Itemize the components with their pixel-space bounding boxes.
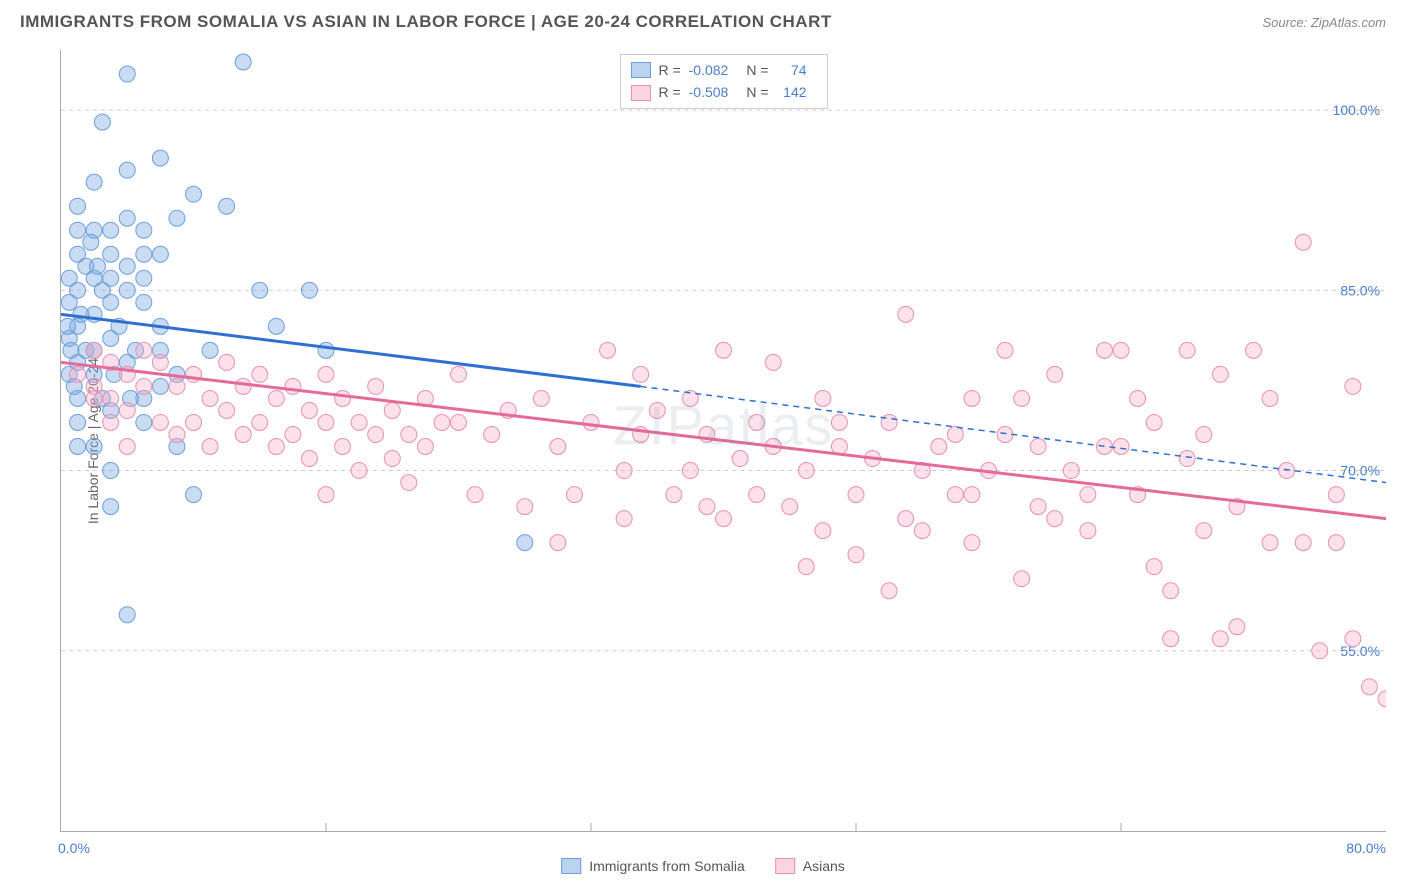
r-value: -0.508 — [689, 81, 729, 103]
legend-swatch — [630, 85, 650, 101]
n-label: N = — [746, 59, 768, 81]
legend-series: Immigrants from Somalia Asians — [561, 858, 845, 874]
legend-stat-row: R = -0.082 N = 74 — [630, 59, 816, 81]
legend-label: Immigrants from Somalia — [589, 858, 745, 874]
r-value: -0.082 — [689, 59, 729, 81]
legend-swatch — [775, 858, 795, 874]
chart-container: In Labor Force | Age 20-24 55.0%70.0%85.… — [20, 50, 1386, 832]
legend-series-item: Asians — [775, 858, 845, 874]
n-value: 142 — [777, 81, 807, 103]
n-label: N = — [746, 81, 768, 103]
svg-text:55.0%: 55.0% — [1340, 643, 1380, 659]
legend-swatch — [561, 858, 581, 874]
n-value: 74 — [777, 59, 807, 81]
svg-text:85.0%: 85.0% — [1340, 282, 1380, 298]
x-axis-max-label: 80.0% — [1346, 840, 1386, 856]
legend-label: Asians — [803, 858, 845, 874]
source-label: Source: ZipAtlas.com — [1262, 15, 1386, 30]
legend-series-item: Immigrants from Somalia — [561, 858, 745, 874]
legend-stat-row: R = -0.508 N = 142 — [630, 81, 816, 103]
legend-swatch — [630, 62, 650, 78]
svg-text:70.0%: 70.0% — [1340, 463, 1380, 479]
plot-area: 55.0%70.0%85.0%100.0% ZIPatlas R =-0.082… — [60, 50, 1386, 832]
x-axis-min-label: 0.0% — [58, 840, 90, 856]
scatter-svg: 55.0% 70.0% 85.0% 100.0% — [61, 50, 1386, 831]
header: IMMIGRANTS FROM SOMALIA VS ASIAN IN LABO… — [0, 0, 1406, 40]
legend-stats: R = -0.082 N = 74 R = -0.508 N = 142 — [619, 54, 827, 109]
chart-title: IMMIGRANTS FROM SOMALIA VS ASIAN IN LABO… — [20, 12, 832, 32]
r-label: R = — [658, 81, 680, 103]
r-label: R = — [658, 59, 680, 81]
svg-text:100.0%: 100.0% — [1333, 102, 1380, 118]
